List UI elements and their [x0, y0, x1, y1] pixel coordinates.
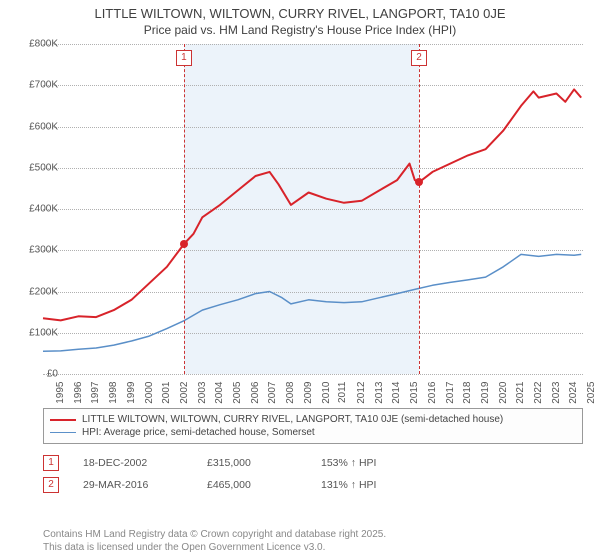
x-tick-label: 2003: [196, 382, 207, 404]
gridline: [43, 374, 583, 375]
x-tick-label: 2000: [143, 382, 154, 404]
legend-label: LITTLE WILTOWN, WILTOWN, CURRY RIVEL, LA…: [82, 414, 503, 425]
data-point-row: 1 18-DEC-2002 £315,000 153% ↑ HPI: [43, 452, 583, 474]
chart-container: LITTLE WILTOWN, WILTOWN, CURRY RIVEL, LA…: [0, 0, 600, 560]
x-tick-label: 2001: [161, 382, 172, 404]
data-point-pct: 153% ↑ HPI: [321, 457, 376, 469]
x-tick-label: 2021: [515, 382, 526, 404]
x-tick-label: 1998: [108, 382, 119, 404]
chart-title-line2: Price paid vs. HM Land Registry's House …: [0, 23, 600, 41]
plot-area: 12: [43, 44, 583, 374]
x-tick-label: 1997: [90, 382, 101, 404]
x-tick-label: 2017: [444, 382, 455, 404]
data-point-pct: 131% ↑ HPI: [321, 479, 376, 491]
x-tick-label: 2022: [533, 382, 544, 404]
attribution-line: Contains HM Land Registry data © Crown c…: [43, 529, 386, 542]
data-point-row: 2 29-MAR-2016 £465,000 131% ↑ HPI: [43, 474, 583, 496]
y-tick-label: £100K: [16, 327, 58, 338]
x-tick-label: 2025: [586, 382, 597, 404]
data-point-date: 18-DEC-2002: [83, 457, 183, 469]
event-marker-dot: [415, 178, 423, 186]
x-tick-label: 2010: [320, 382, 331, 404]
x-tick-label: 1995: [55, 382, 66, 404]
marker-badge: 2: [43, 477, 59, 493]
x-tick-label: 2018: [462, 382, 473, 404]
x-tick-label: 2014: [391, 382, 402, 404]
x-tick-label: 2006: [250, 382, 261, 404]
legend-swatch: [50, 432, 76, 433]
x-tick-label: 2004: [214, 382, 225, 404]
x-tick-label: 2009: [303, 382, 314, 404]
y-tick-label: £400K: [16, 204, 58, 215]
legend-swatch: [50, 419, 76, 421]
x-tick-label: 2011: [337, 382, 348, 404]
y-tick-label: £800K: [16, 39, 58, 50]
event-marker-dot: [180, 240, 188, 248]
event-badge: 2: [411, 50, 427, 66]
attribution-line: This data is licensed under the Open Gov…: [43, 542, 386, 555]
x-tick-label: 2015: [409, 382, 420, 404]
x-tick-label: 2019: [480, 382, 491, 404]
attribution: Contains HM Land Registry data © Crown c…: [43, 529, 386, 554]
chart-title-line1: LITTLE WILTOWN, WILTOWN, CURRY RIVEL, LA…: [0, 0, 600, 23]
x-tick-label: 2007: [267, 382, 278, 404]
x-tick-label: 2020: [497, 382, 508, 404]
data-point-table: 1 18-DEC-2002 £315,000 153% ↑ HPI 2 29-M…: [43, 452, 583, 496]
x-tick-label: 1996: [72, 382, 83, 404]
x-tick-label: 2013: [373, 382, 384, 404]
x-tick-label: 2024: [568, 382, 579, 404]
data-point-price: £315,000: [207, 457, 297, 469]
y-tick-label: £700K: [16, 80, 58, 91]
series-property: [43, 89, 581, 320]
y-tick-label: £0: [16, 369, 58, 380]
x-tick-label: 1999: [126, 382, 137, 404]
x-tick-label: 2008: [285, 382, 296, 404]
y-tick-label: £500K: [16, 162, 58, 173]
x-tick-label: 2016: [427, 382, 438, 404]
x-tick-label: 2012: [356, 382, 367, 404]
x-tick-label: 2002: [179, 382, 190, 404]
event-line: [419, 44, 420, 374]
marker-badge: 1: [43, 455, 59, 471]
chart-lines: [43, 44, 583, 374]
legend-label: HPI: Average price, semi-detached house,…: [82, 427, 315, 438]
y-tick-label: £300K: [16, 245, 58, 256]
event-line: [184, 44, 185, 374]
event-badge: 1: [176, 50, 192, 66]
data-point-price: £465,000: [207, 479, 297, 491]
series-hpi: [43, 254, 581, 351]
legend-row: LITTLE WILTOWN, WILTOWN, CURRY RIVEL, LA…: [50, 413, 576, 426]
legend: LITTLE WILTOWN, WILTOWN, CURRY RIVEL, LA…: [43, 408, 583, 444]
y-tick-label: £600K: [16, 121, 58, 132]
x-tick-label: 2023: [550, 382, 561, 404]
data-point-date: 29-MAR-2016: [83, 479, 183, 491]
y-tick-label: £200K: [16, 286, 58, 297]
x-tick-label: 2005: [232, 382, 243, 404]
legend-row: HPI: Average price, semi-detached house,…: [50, 426, 576, 439]
